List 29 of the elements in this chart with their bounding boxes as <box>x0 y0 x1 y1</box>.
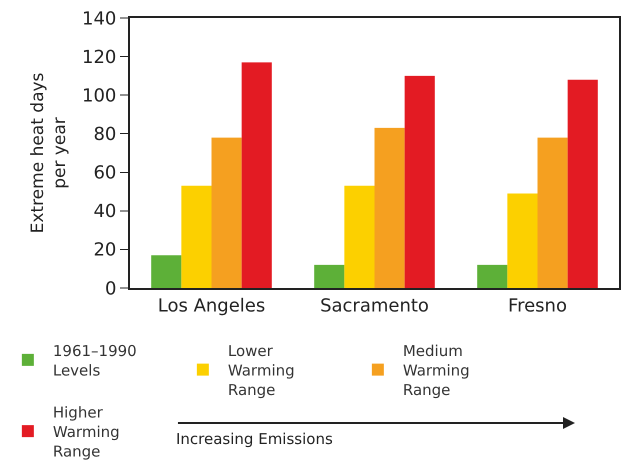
legend-label: Medium Warming Range <box>402 342 470 399</box>
x-tick-label: Los Angeles <box>158 296 266 317</box>
y-tick-label: 100 <box>82 85 116 106</box>
bar <box>314 264 344 288</box>
bar <box>477 264 508 288</box>
y-tick-label: 80 <box>93 124 116 146</box>
y-tick-label: 20 <box>93 240 116 261</box>
bar <box>538 138 568 288</box>
y-tick-label: 40 <box>93 201 116 222</box>
legend-label: Lower Warming Range <box>228 342 295 399</box>
y-tick-label: 0 <box>104 278 116 300</box>
legend-label: 1961–1990 Levels <box>52 342 137 380</box>
bar <box>568 80 598 288</box>
bar <box>212 138 242 288</box>
bar <box>374 128 405 288</box>
legend-label: Higher Warming Range <box>52 404 120 460</box>
bar <box>344 186 374 288</box>
text: Increasing Emissions <box>176 430 333 448</box>
y-tick-label: 120 <box>82 46 116 68</box>
bar <box>181 186 212 288</box>
x-tick-label: Fresno <box>508 296 567 317</box>
y-tick-label: 140 <box>82 8 116 30</box>
bar <box>242 62 272 288</box>
x-tick-label: Sacramento <box>320 296 429 317</box>
bar <box>404 76 435 288</box>
y-tick-label: 60 <box>93 162 116 184</box>
bar <box>507 194 538 288</box>
bar <box>151 255 182 288</box>
y-axis-title: Extreme heat days per year <box>28 72 70 234</box>
